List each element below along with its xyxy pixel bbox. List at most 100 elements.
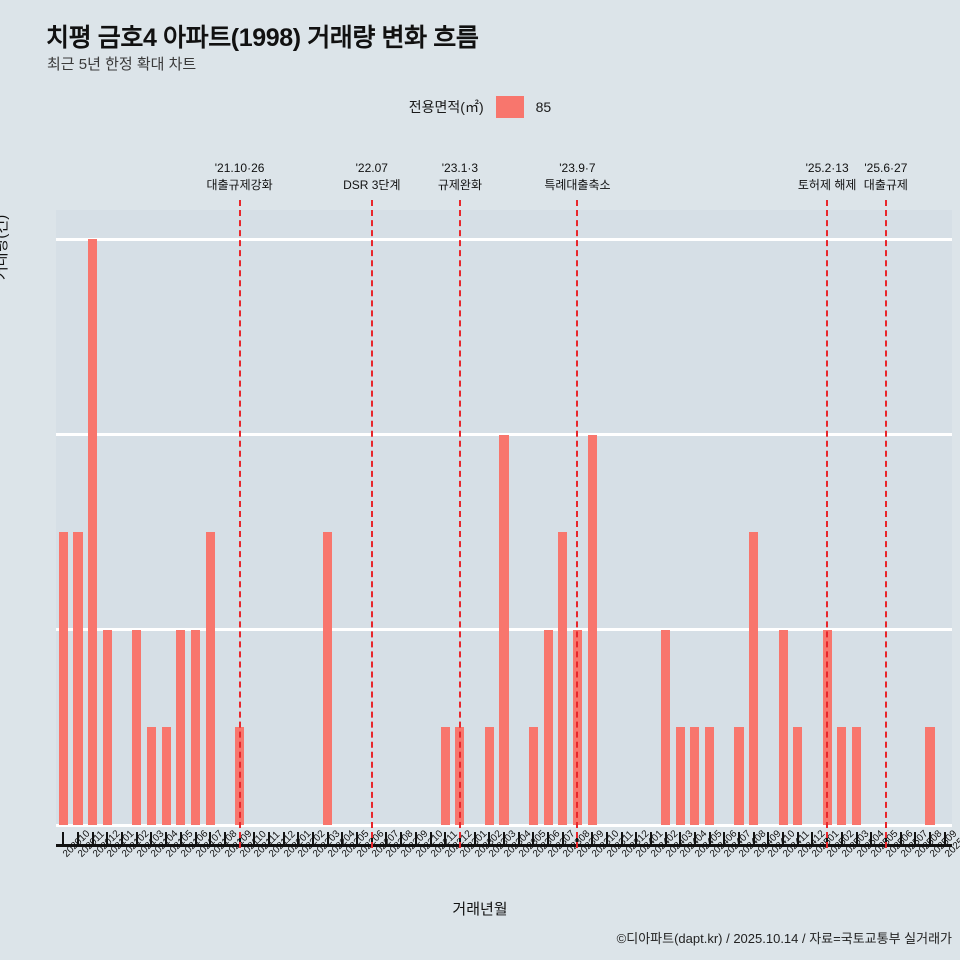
x-axis-tick-mark bbox=[400, 832, 403, 845]
x-axis-tick-mark bbox=[165, 832, 168, 845]
bar bbox=[925, 727, 935, 825]
x-axis-tick-mark bbox=[840, 832, 843, 845]
bar bbox=[587, 434, 597, 825]
event-date: '23.1·3 bbox=[441, 161, 479, 175]
x-axis-tick-mark bbox=[532, 832, 535, 845]
gridline bbox=[56, 237, 952, 241]
bar bbox=[499, 434, 509, 825]
event-label: '22.07 DSR 3단계 bbox=[343, 160, 400, 195]
bar bbox=[675, 727, 685, 825]
x-axis-tick-mark bbox=[561, 832, 564, 845]
x-axis-tick-mark bbox=[855, 832, 858, 845]
bar bbox=[690, 727, 700, 825]
event-description: 규제완화 bbox=[437, 178, 483, 193]
plot-area bbox=[56, 210, 952, 827]
page-title: 치평 금호4 아파트(1998) 거래량 변화 흐름 bbox=[46, 24, 479, 52]
x-axis-tick-mark bbox=[605, 832, 608, 845]
bar bbox=[102, 629, 112, 825]
bar bbox=[837, 727, 847, 825]
x-axis-tick-mark bbox=[488, 832, 491, 845]
bar bbox=[528, 727, 538, 825]
event-label: '23.9·7 특례대출축소 bbox=[544, 160, 610, 195]
x-axis-tick-mark bbox=[708, 832, 711, 845]
event-description: 특례대출축소 bbox=[544, 178, 611, 193]
x-axis-tick-mark bbox=[738, 832, 741, 845]
bar bbox=[558, 532, 568, 825]
x-axis-tick-mark bbox=[620, 832, 623, 845]
gridline bbox=[56, 433, 952, 437]
bar bbox=[190, 629, 201, 825]
chart-legend: 전용면적(㎡) 85 bbox=[0, 96, 960, 118]
x-axis-tick-mark bbox=[811, 832, 814, 845]
event-marker-line bbox=[576, 200, 579, 848]
bar bbox=[323, 532, 333, 825]
x-axis-tick-mark bbox=[503, 832, 505, 845]
event-date: '21.10·26 bbox=[214, 161, 265, 175]
x-axis-tick-mark bbox=[282, 832, 285, 845]
event-date: '25.2·13 bbox=[805, 161, 849, 175]
x-axis-tick-mark bbox=[429, 832, 432, 845]
bar bbox=[793, 727, 803, 825]
bar bbox=[88, 239, 98, 825]
x-axis-tick-mark bbox=[649, 832, 652, 845]
x-axis-tick-mark bbox=[209, 832, 212, 845]
bar bbox=[440, 727, 450, 825]
bar bbox=[543, 629, 553, 825]
legend-value: 85 bbox=[535, 99, 552, 115]
x-axis-tick-mark bbox=[62, 832, 65, 845]
x-axis-tick-mark bbox=[150, 832, 153, 845]
x-axis-tick-mark bbox=[899, 832, 902, 845]
x-axis-tick-mark bbox=[341, 832, 344, 845]
event-label: '25.2·13 토허제 해제 bbox=[798, 160, 857, 195]
x-axis-tick-mark bbox=[385, 832, 388, 845]
legend-title: 전용면적(㎡) bbox=[408, 99, 484, 115]
bar bbox=[58, 532, 68, 825]
bar bbox=[161, 727, 171, 825]
x-axis-tick-mark bbox=[591, 832, 594, 845]
event-description: DSR 3단계 bbox=[343, 178, 401, 193]
x-axis-tick-mark bbox=[106, 832, 109, 845]
event-description: 대출규제 bbox=[863, 178, 908, 193]
event-marker-line bbox=[238, 200, 241, 848]
bar bbox=[146, 727, 157, 825]
x-axis-tick-mark bbox=[267, 832, 270, 845]
event-marker-line bbox=[826, 200, 829, 848]
x-axis-tick-mark bbox=[547, 832, 550, 845]
x-axis-tick-mark bbox=[517, 832, 520, 845]
x-axis-tick-mark bbox=[870, 832, 873, 845]
x-axis-tick-mark bbox=[297, 832, 300, 845]
event-date: '25.6·27 bbox=[864, 161, 908, 175]
x-axis-tick-mark bbox=[179, 832, 182, 845]
event-label: '23.1·3 규제완화 bbox=[438, 160, 482, 195]
bar bbox=[484, 727, 494, 825]
x-axis-tick-mark bbox=[679, 832, 682, 845]
page-subtitle: 최근 5년 한정 확대 차트 bbox=[47, 56, 197, 73]
gridline bbox=[56, 823, 952, 827]
footer-credit: ©디아파트(dapt.kr) / 2025.10.14 / 자료=국토교통부 실… bbox=[616, 931, 952, 946]
x-axis-tick-mark bbox=[414, 832, 417, 845]
x-axis-tick-mark bbox=[914, 832, 917, 845]
bar bbox=[73, 532, 83, 825]
x-axis-tick-mark bbox=[782, 832, 785, 845]
x-axis-label: 거래년월 bbox=[452, 901, 508, 918]
x-axis-tick-mark bbox=[664, 832, 667, 845]
x-axis-tick-mark bbox=[723, 832, 726, 845]
x-axis-tick-mark bbox=[121, 832, 124, 845]
event-description: 토허제 해제 bbox=[797, 178, 857, 193]
x-axis-tick-mark bbox=[943, 832, 946, 845]
bar bbox=[705, 727, 715, 825]
bar-series bbox=[56, 210, 952, 825]
bar bbox=[749, 532, 759, 825]
legend-color-swatch bbox=[495, 96, 524, 118]
event-label: '25.6·27 대출규제 bbox=[864, 160, 908, 195]
x-axis-tick-mark bbox=[77, 832, 80, 845]
x-axis-tick-mark bbox=[473, 832, 476, 845]
x-axis-tick-mark bbox=[444, 832, 447, 845]
x-axis-tick-mark bbox=[194, 832, 197, 845]
event-label: '21.10·26 대출규제강화 bbox=[206, 160, 272, 195]
event-date: '22.07 bbox=[355, 161, 388, 175]
bar bbox=[661, 629, 671, 825]
x-axis-tick-mark bbox=[135, 832, 138, 845]
bar bbox=[851, 727, 862, 825]
